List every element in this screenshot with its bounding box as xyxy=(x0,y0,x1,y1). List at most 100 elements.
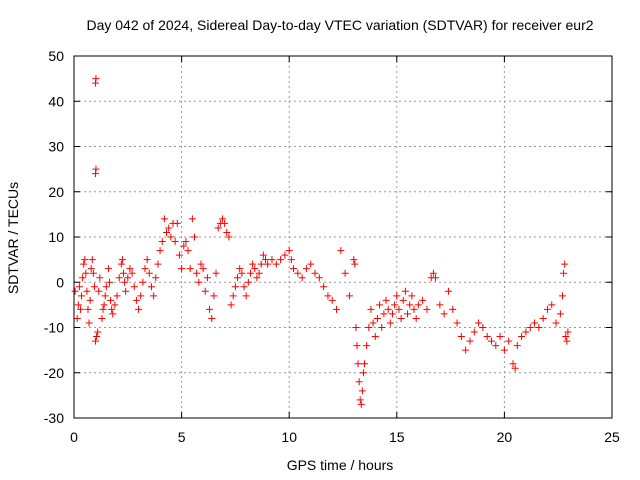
data-point xyxy=(208,314,216,322)
data-point xyxy=(218,215,226,223)
data-point xyxy=(287,256,295,264)
data-point xyxy=(244,278,252,286)
data-point xyxy=(92,75,100,83)
data-point xyxy=(367,305,375,313)
data-point xyxy=(83,287,91,295)
data-point xyxy=(388,310,396,318)
data-point xyxy=(199,265,207,273)
data-point xyxy=(95,287,103,295)
data-point xyxy=(102,283,110,291)
data-point xyxy=(231,283,239,291)
data-point xyxy=(386,319,394,327)
data-point xyxy=(355,378,363,386)
x-tick-label: 0 xyxy=(70,429,78,445)
data-point xyxy=(522,328,530,336)
data-point xyxy=(203,274,211,282)
data-point xyxy=(440,310,448,318)
data-point xyxy=(290,265,298,273)
data-point xyxy=(337,247,345,255)
data-point xyxy=(242,292,250,300)
data-point xyxy=(264,260,272,268)
data-point xyxy=(107,296,115,304)
data-point xyxy=(221,219,229,227)
data-point xyxy=(121,278,129,286)
data-point xyxy=(436,301,444,309)
data-point xyxy=(414,301,422,309)
data-point xyxy=(197,260,205,268)
data-point xyxy=(511,364,519,372)
data-point xyxy=(86,296,94,304)
data-point xyxy=(106,278,114,286)
data-point xyxy=(470,328,478,336)
data-point xyxy=(298,274,306,282)
data-point xyxy=(225,233,233,241)
data-point xyxy=(191,233,199,241)
data-point xyxy=(193,269,201,277)
data-point xyxy=(531,319,539,327)
y-tick-label: -20 xyxy=(44,365,64,381)
data-point xyxy=(378,324,386,331)
data-point xyxy=(365,324,373,331)
data-point xyxy=(395,305,403,313)
data-point xyxy=(268,256,276,264)
data-point xyxy=(249,260,257,268)
data-point xyxy=(251,265,259,273)
data-point xyxy=(246,269,254,277)
data-point xyxy=(257,260,265,268)
data-point xyxy=(229,292,237,300)
data-point xyxy=(234,274,242,282)
data-point xyxy=(71,287,79,295)
data-point xyxy=(75,283,83,291)
data-point xyxy=(563,337,571,345)
data-point xyxy=(315,274,323,282)
y-tick-label: -30 xyxy=(44,410,64,426)
data-point xyxy=(188,215,196,223)
data-point xyxy=(94,328,102,336)
data-point xyxy=(152,274,160,282)
data-point xyxy=(156,247,164,255)
data-point xyxy=(178,265,186,273)
data-point xyxy=(358,387,366,395)
plot-frame xyxy=(73,55,613,419)
data-point xyxy=(124,274,132,282)
data-point xyxy=(74,301,82,309)
data-point xyxy=(548,301,556,309)
data-point xyxy=(109,310,117,318)
data-point xyxy=(382,296,390,304)
data-point xyxy=(82,269,90,277)
data-point xyxy=(353,342,361,350)
data-point xyxy=(90,283,98,291)
data-point xyxy=(410,305,418,313)
data-point xyxy=(92,165,100,173)
data-point xyxy=(135,305,143,313)
data-point xyxy=(350,256,358,264)
y-tick-label: -10 xyxy=(44,320,64,336)
data-point xyxy=(369,319,377,327)
y-axis-label: SDTVAR / TECUs xyxy=(5,182,21,294)
data-point xyxy=(238,269,246,277)
data-point xyxy=(76,305,84,313)
data-point xyxy=(253,274,261,282)
data-point xyxy=(118,256,126,264)
data-point xyxy=(210,292,218,300)
data-point xyxy=(479,324,487,331)
data-point xyxy=(126,265,134,273)
data-point xyxy=(462,346,470,354)
data-point xyxy=(404,310,412,318)
data-point xyxy=(128,269,136,277)
data-point xyxy=(352,324,360,331)
data-point xyxy=(341,269,349,277)
data-point xyxy=(212,269,220,277)
data-point xyxy=(406,301,414,309)
y-tick-label: 0 xyxy=(56,274,64,290)
data-point xyxy=(419,296,427,304)
data-point xyxy=(180,242,188,250)
data-point xyxy=(359,369,367,377)
data-point xyxy=(543,305,551,313)
grid xyxy=(74,56,612,418)
x-tick-label: 5 xyxy=(178,429,186,445)
data-point xyxy=(85,319,93,327)
data-point xyxy=(371,333,379,341)
data-point xyxy=(294,269,302,277)
